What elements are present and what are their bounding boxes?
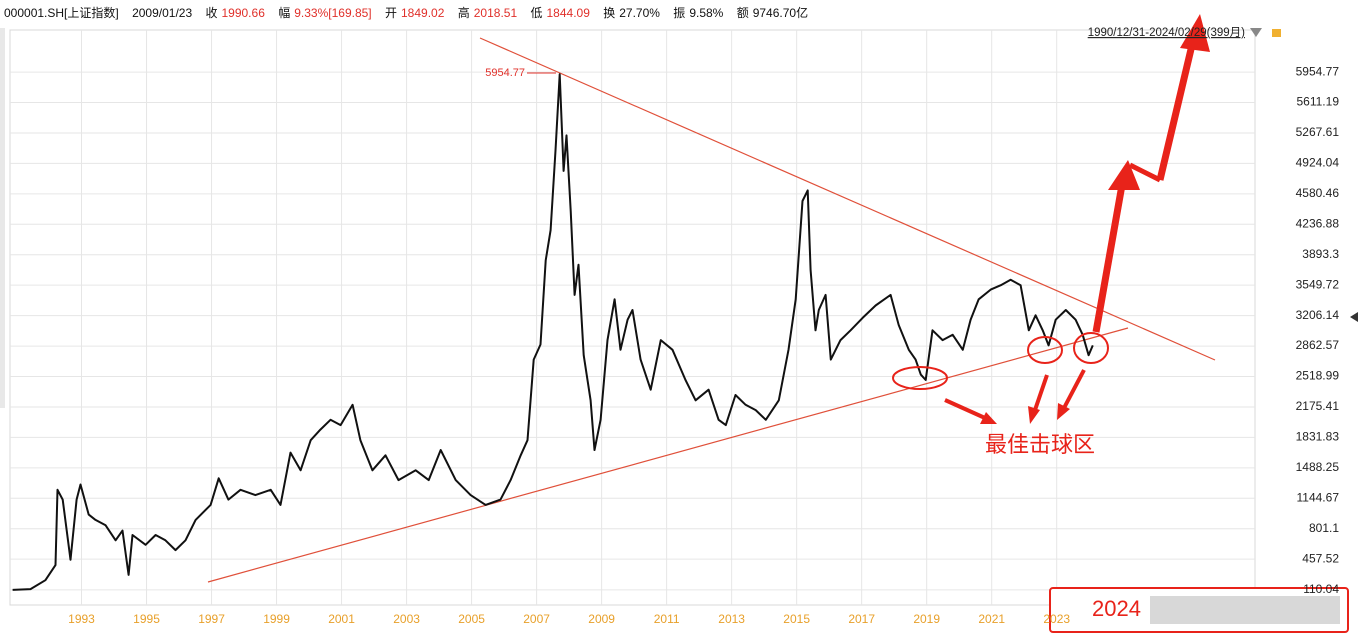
value: 1844.09 [546, 6, 590, 20]
arrow [1128, 162, 1162, 183]
y-tick-label: 801.1 [1309, 521, 1339, 535]
y-tick-label: 1831.83 [1296, 430, 1340, 444]
plot-frame [9, 29, 1256, 606]
y-tick-label: 3893.3 [1302, 247, 1339, 261]
dropdown-icon [1250, 28, 1262, 37]
y-tick-label: 5267.61 [1296, 125, 1340, 139]
side-strip [0, 28, 5, 408]
y-tick-label: 2862.57 [1296, 338, 1340, 352]
x-tick-label: 2003 [393, 612, 420, 626]
y-tick-label: 3549.72 [1296, 277, 1340, 291]
zone-label: 最佳击球区 [985, 432, 1095, 457]
x-tick-label: 2011 [654, 612, 680, 626]
x-tick-label: 1993 [68, 612, 95, 626]
arrow [1062, 369, 1086, 409]
label: 高 [457, 6, 470, 20]
x-tick-label: 2005 [458, 612, 485, 626]
arrow-head [1057, 403, 1070, 420]
y-tick-label: 1144.67 [1297, 490, 1340, 504]
arrow-head [980, 412, 997, 424]
value: 1990.66 [221, 6, 265, 20]
y-tick-label: 2175.41 [1296, 399, 1340, 413]
price-line [12, 73, 1094, 591]
value: 1849.02 [401, 6, 445, 20]
x-tick-label: 2015 [783, 612, 810, 626]
highlights: 最佳击球区 5954.77 [485, 14, 1210, 457]
x-tick-label: 2019 [913, 612, 940, 626]
value: 9.33%[169.85] [294, 6, 372, 20]
value: 2018.51 [473, 6, 518, 20]
y-tick-label: 4924.04 [1296, 156, 1340, 170]
arrow-head [1180, 14, 1210, 52]
y-tick-label: 3206.14 [1296, 308, 1340, 322]
value: 27.70% [619, 6, 660, 20]
label: 开 [384, 6, 397, 20]
blur [1150, 596, 1340, 624]
value: 9746.70亿 [752, 6, 809, 20]
arrow [1156, 44, 1196, 181]
arrow [944, 398, 986, 420]
label: 额 [736, 6, 749, 20]
x-tick-label: 2007 [523, 612, 550, 626]
label: 收 [205, 6, 218, 20]
circle [1027, 336, 1063, 364]
y-tick-label: 4580.46 [1296, 186, 1340, 200]
x-tick-label: 2009 [588, 612, 615, 626]
trend-line [207, 327, 1129, 583]
label: 幅 [278, 6, 291, 20]
date: 2009/01/23 [132, 6, 193, 20]
footer-text: 2024 [1092, 596, 1141, 621]
circle [892, 366, 948, 390]
y-tick-label: 5954.77 [1296, 64, 1340, 78]
label: 振 [673, 6, 686, 20]
x-tick-label: 2013 [718, 612, 745, 626]
x-tick-label: 1995 [133, 612, 160, 626]
circle [1073, 332, 1109, 364]
trend-line [479, 37, 1216, 361]
y-tick-label: 110.04 [1303, 582, 1339, 596]
y-tick-label: 4236.88 [1296, 216, 1340, 230]
arrow [1092, 184, 1126, 333]
y-tick-label: 1488.25 [1296, 460, 1340, 474]
peak-label: 5954.77 [485, 67, 525, 79]
range-label: 1990/12/31-2024/02/29(399月) [1088, 27, 1245, 39]
cursor-marker [1350, 312, 1358, 322]
x-tick-label: 2001 [328, 612, 355, 626]
arrow [1033, 374, 1049, 411]
x-tick-label: 1997 [198, 612, 225, 626]
x-tick-label: 2021 [978, 612, 1005, 626]
x-tick-label: 2023 [1043, 612, 1070, 626]
label: 换 [603, 6, 616, 20]
arrow-head [1108, 160, 1140, 190]
label: 低 [530, 6, 543, 20]
value: 9.58% [689, 6, 724, 20]
y-tick-label: 5611.19 [1297, 95, 1340, 109]
lock-icon [1272, 29, 1281, 37]
arrow-head [1028, 406, 1040, 424]
x-tick-label: 2017 [848, 612, 875, 626]
code: 000001.SH[上证指数] [4, 6, 119, 20]
header: 000001.SH[上证指数] 2009/01/23 收 1990.66 幅 9.3… [4, 4, 818, 21]
x-tick-label: 1999 [263, 612, 290, 626]
y-tick-label: 2518.99 [1296, 369, 1340, 383]
y-tick-label: 457.52 [1302, 551, 1339, 565]
